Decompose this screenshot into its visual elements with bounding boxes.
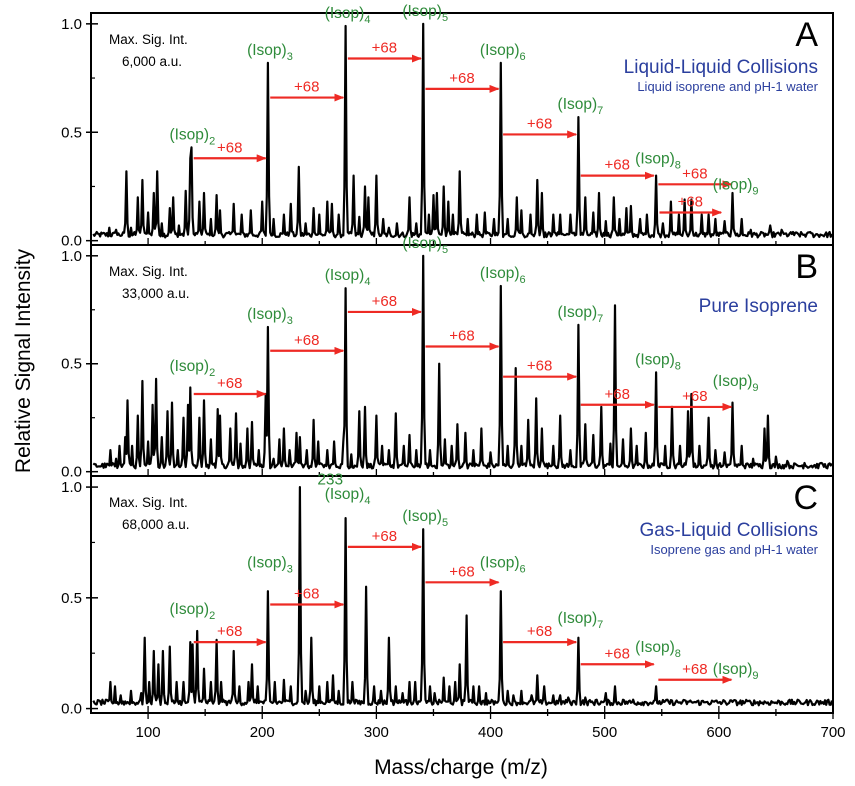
isoprene-oligomer-label: (Isop)5 xyxy=(402,508,448,529)
max-signal-value: 68,000 a.u. xyxy=(122,517,190,532)
isoprene-oligomer-label: (Isop)7 xyxy=(558,304,604,325)
y-tick-label: 0.5 xyxy=(61,590,82,607)
mass-shift-label: +68 xyxy=(372,293,397,310)
panel-b: 0.0 0.5 1.0 B Pure Isoprene Max. Sig. Int. 33,… xyxy=(61,235,834,481)
mass-shift-label: +68 xyxy=(682,165,707,182)
mass-shift-label: +68 xyxy=(682,661,707,678)
x-tick-label: 200 xyxy=(250,724,275,741)
panel-frame xyxy=(90,475,834,714)
isoprene-oligomer-label: (Isop)4 xyxy=(325,486,371,507)
y-tick-label: 1.0 xyxy=(61,248,82,265)
mass-shift-label: +68 xyxy=(449,70,474,87)
mass-shift-label: +68 xyxy=(605,645,630,662)
mass-shift-label: +68 xyxy=(678,193,703,210)
isoprene-oligomer-label: (Isop)7 xyxy=(558,610,604,631)
isoprene-oligomer-label: (Isop)4 xyxy=(325,267,371,288)
x-tick-label: 700 xyxy=(820,724,845,741)
y-tick-label: 0.0 xyxy=(61,701,82,718)
panel-letter: C xyxy=(793,479,818,517)
isoprene-oligomer-label: (Isop)6 xyxy=(480,555,526,576)
isoprene-oligomer-label: (Isop)8 xyxy=(635,639,681,660)
mass-shift-label: +68 xyxy=(527,358,552,375)
isoprene-oligomer-label: (Isop)2 xyxy=(169,358,215,379)
panel-c: 0.0 0.5 1.0 C Gas-Liquid CollisionsIsoprene … xyxy=(61,471,834,718)
max-signal-label: Max. Sig. Int. xyxy=(109,495,188,510)
isoprene-oligomer-label: (Isop)6 xyxy=(480,265,526,286)
mass-shift-label: +68 xyxy=(294,79,319,96)
spectrum-trace xyxy=(92,486,833,707)
isoprene-oligomer-label: (Isop)5 xyxy=(402,3,448,24)
panel-subtitle: Isoprene gas and pH-1 water xyxy=(650,542,818,557)
y-tick-label: 1.0 xyxy=(61,479,82,496)
y-axis-title: Relative Signal Intensity xyxy=(12,248,35,473)
isoprene-oligomer-label: (Isop)9 xyxy=(713,661,759,682)
isoprene-oligomer-label: (Isop)9 xyxy=(713,176,759,197)
mass-shift-label: +68 xyxy=(605,386,630,403)
x-tick-label: 600 xyxy=(706,724,731,741)
max-signal-value: 33,000 a.u. xyxy=(122,286,190,301)
mass-shift-label: +68 xyxy=(294,585,319,602)
mass-shift-label: +68 xyxy=(217,139,242,156)
isoprene-oligomer-label: (Isop)7 xyxy=(558,96,604,117)
mass-shift-label: +68 xyxy=(217,375,242,392)
panel-letter: B xyxy=(795,248,818,286)
mass-shift-label: +68 xyxy=(372,528,397,545)
y-tick-label: 1.0 xyxy=(61,16,82,33)
panel-subtitle: Liquid isoprene and pH-1 water xyxy=(637,79,818,94)
panel-title: Gas-Liquid Collisions xyxy=(640,520,818,541)
panel-title: Pure Isoprene xyxy=(699,296,818,317)
x-tick-label: 100 xyxy=(136,724,161,741)
panel-title: Liquid-Liquid Collisions xyxy=(624,57,818,78)
mass-shift-label: +68 xyxy=(372,40,397,57)
x-axis-title: Mass/charge (m/z) xyxy=(374,756,548,779)
isoprene-oligomer-label: (Isop)3 xyxy=(247,42,293,63)
panel-letter: A xyxy=(795,16,818,54)
isoprene-oligomer-label: (Isop)4 xyxy=(325,5,371,26)
mass-shift-label: +68 xyxy=(527,115,552,132)
x-tick-label: 500 xyxy=(592,724,617,741)
isoprene-oligomer-label: (Isop)6 xyxy=(480,42,526,63)
y-tick-label: 0.5 xyxy=(61,356,82,373)
spectrum-trace xyxy=(92,254,833,470)
isoprene-oligomer-label: (Isop)8 xyxy=(635,150,681,171)
mass-shift-label: +68 xyxy=(682,388,707,405)
mass-shift-label: +68 xyxy=(605,157,630,174)
max-signal-label: Max. Sig. Int. xyxy=(109,32,188,47)
spectrum-trace xyxy=(92,22,833,239)
max-signal-label: Max. Sig. Int. xyxy=(109,264,188,279)
isoprene-oligomer-label: (Isop)3 xyxy=(247,555,293,576)
peak-mass-label: 233 xyxy=(317,471,343,488)
mass-shift-label: +68 xyxy=(527,623,552,640)
isoprene-oligomer-label: (Isop)2 xyxy=(169,126,215,147)
panel-a: 0.0 0.5 1.0 A Liquid-Liquid CollisionsLiquid… xyxy=(61,3,834,250)
x-tick-label: 300 xyxy=(364,724,389,741)
max-signal-value: 6,000 a.u. xyxy=(122,54,182,69)
mass-shift-label: +68 xyxy=(449,563,474,580)
isoprene-oligomer-label: (Isop)8 xyxy=(635,351,681,372)
isoprene-oligomer-label: (Isop)3 xyxy=(247,306,293,327)
y-tick-label: 0.0 xyxy=(61,233,82,250)
mass-shift-label: +68 xyxy=(449,327,474,344)
mass-shift-label: +68 xyxy=(217,623,242,640)
y-tick-label: 0.5 xyxy=(61,124,82,141)
x-tick-label: 400 xyxy=(478,724,503,741)
isoprene-oligomer-label: (Isop)5 xyxy=(402,235,448,256)
mass-shift-label: +68 xyxy=(294,332,319,349)
isoprene-oligomer-label: (Isop)2 xyxy=(169,601,215,622)
y-tick-label: 0.0 xyxy=(61,464,82,481)
isoprene-oligomer-label: (Isop)9 xyxy=(713,373,759,394)
